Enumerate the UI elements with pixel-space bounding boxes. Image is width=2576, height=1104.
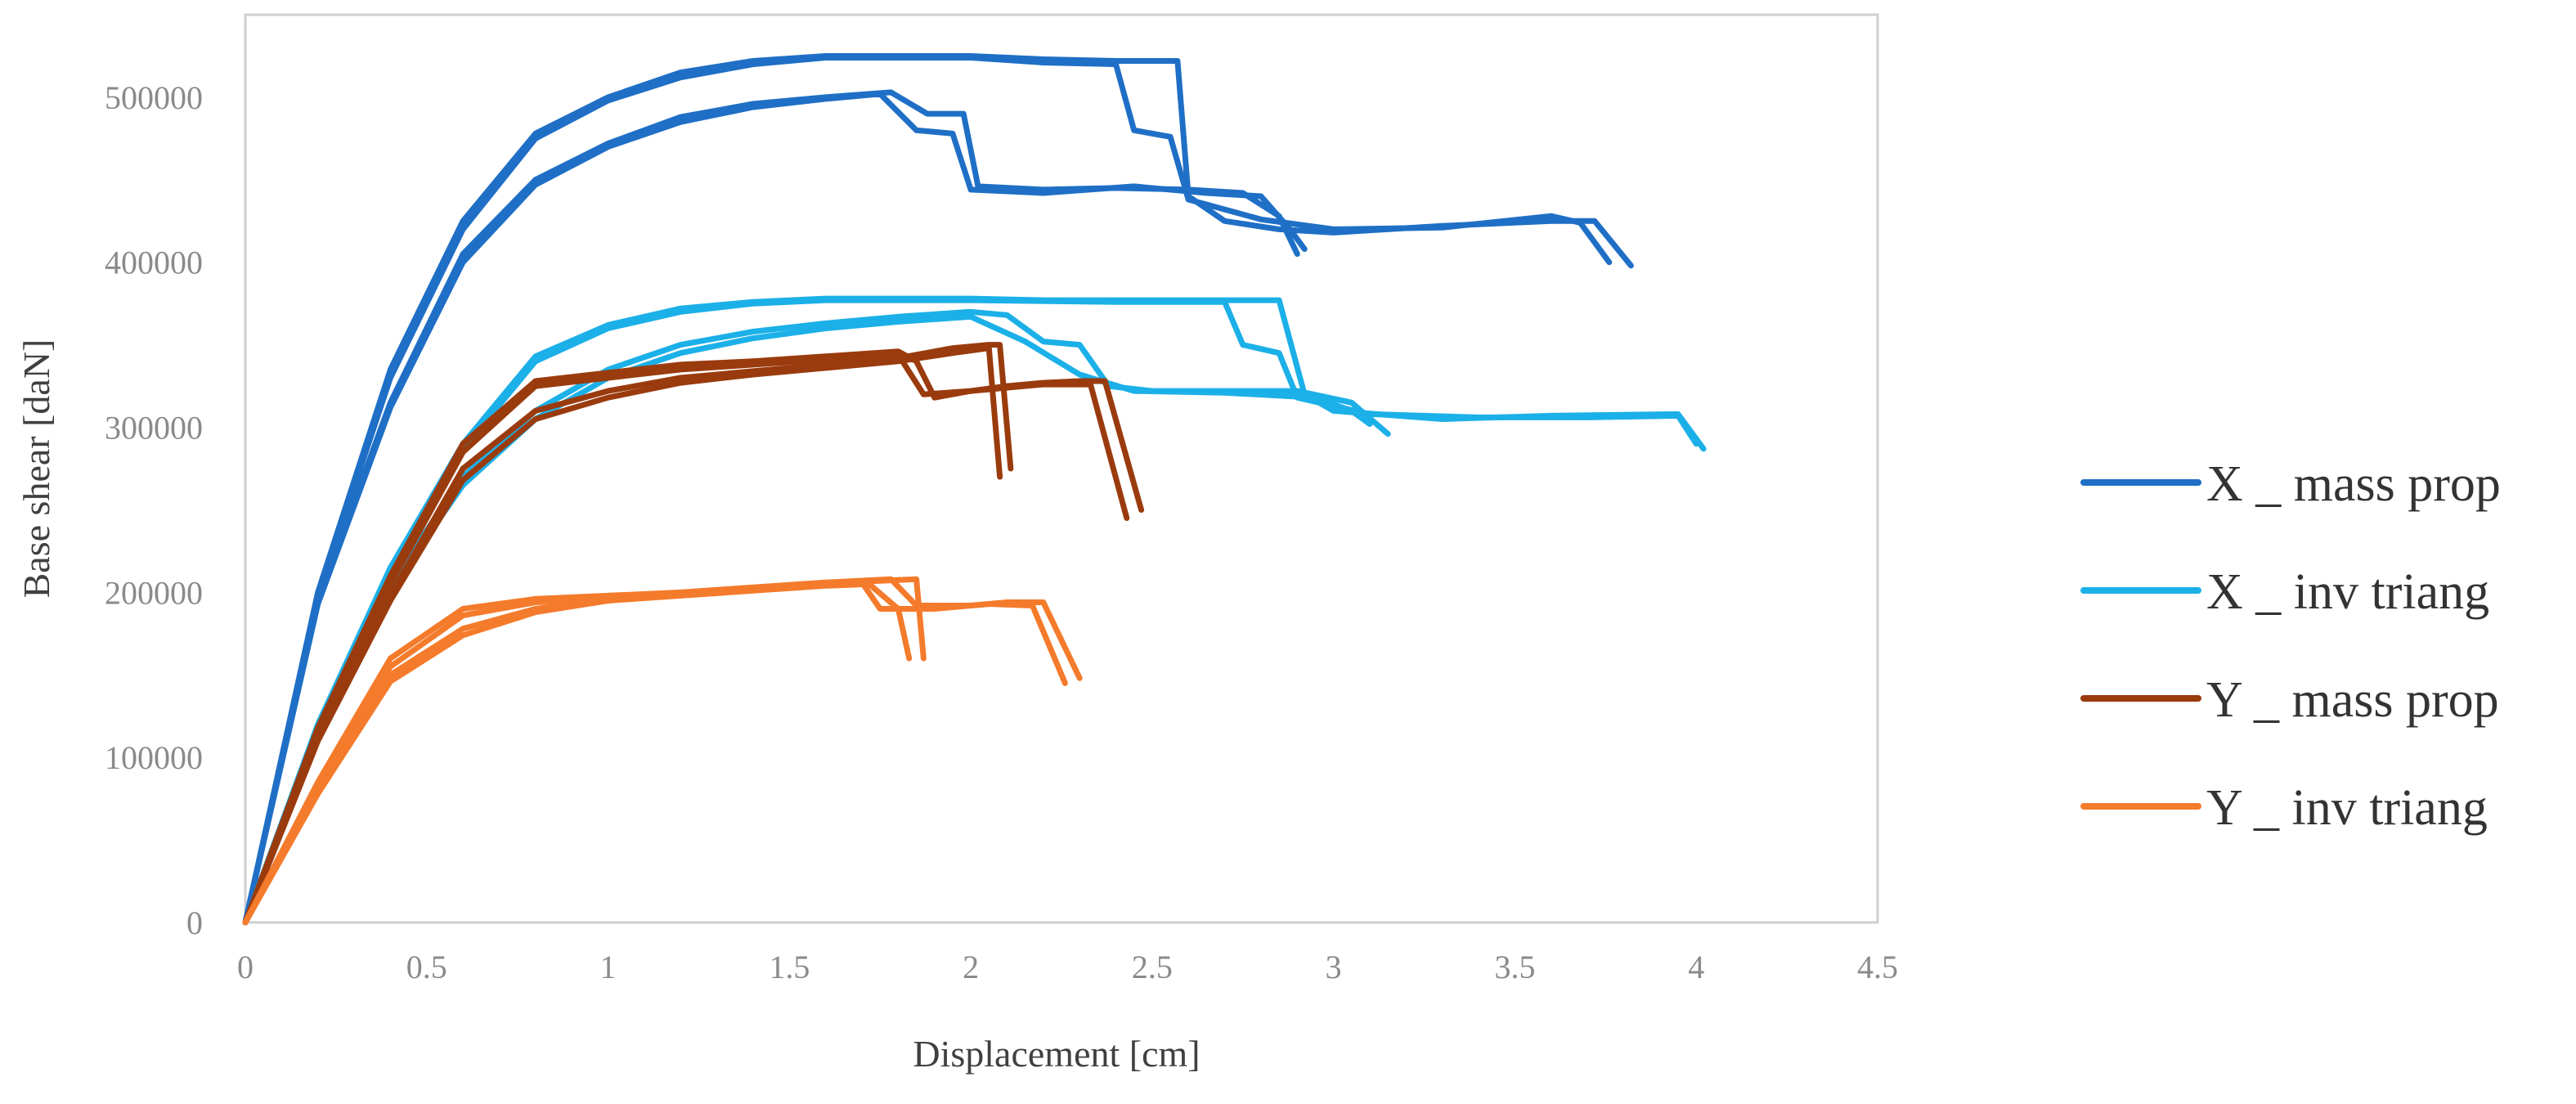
y-tick-label-1: 100000	[105, 739, 203, 776]
series-2-curve-2	[242, 342, 1014, 926]
series-2-curve-1	[242, 352, 1130, 926]
y-axis-ticks: 0 100000 200000 300000 400000 500000	[105, 79, 203, 941]
y-tick-label-4: 400000	[105, 245, 203, 281]
y-tick-label-3: 300000	[105, 410, 203, 447]
series-1-curve-2	[242, 308, 1391, 926]
x-axis-ticks: 0 0.5 1 1.5 2 2.5 3 3.5 4 4.5	[237, 949, 1898, 985]
legend-label-1: X _ inv triang	[2206, 564, 2489, 620]
x-tick-label-5: 2.5	[1132, 949, 1173, 985]
legend-label-3: Y _ inv triang	[2206, 780, 2488, 836]
series-1-curve-3	[242, 313, 1373, 926]
x-tick-label-1: 0.5	[406, 949, 447, 985]
x-tick-label-6: 3	[1326, 949, 1342, 985]
series-0-curve-3	[242, 91, 1308, 926]
legend-label-0: X _ mass prop	[2206, 456, 2501, 512]
series-3-curve-3	[242, 581, 913, 926]
plot-area-frame	[244, 13, 1879, 924]
x-tick-label-4: 2	[963, 949, 979, 985]
y-tick-label-2: 200000	[105, 574, 203, 611]
x-tick-label-7: 3.5	[1494, 949, 1535, 985]
x-tick-label-0: 0	[237, 949, 254, 985]
legend-label-2: Y _ mass prop	[2206, 672, 2499, 728]
y-tick-label-0: 0	[186, 904, 203, 941]
series-0-curve-1	[242, 55, 1613, 926]
x-tick-label-9: 4.5	[1857, 949, 1898, 985]
series-2-curve-3	[242, 345, 1003, 926]
x-axis-title: Displacement [cm]	[913, 1033, 1200, 1075]
x-tick-label-2: 1	[600, 949, 617, 985]
y-axis-title: Base shear [daN]	[16, 339, 57, 599]
x-tick-label-3: 1.5	[769, 949, 810, 985]
series-layer	[242, 53, 1707, 926]
y-tick-label-5: 500000	[105, 79, 203, 116]
x-tick-label-8: 4	[1688, 949, 1704, 985]
legend: X _ mass prop X _ inv triang Y _ mass prop…	[2080, 456, 2501, 836]
